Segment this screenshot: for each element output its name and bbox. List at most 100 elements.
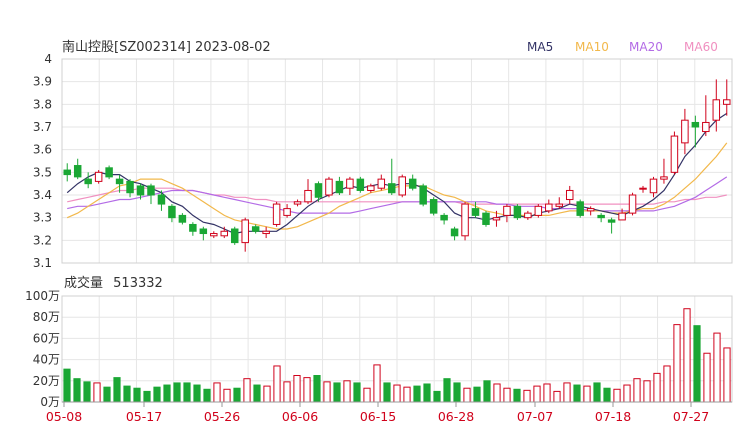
price-gridlines xyxy=(62,58,732,264)
candle-up xyxy=(660,176,668,180)
x-tick-label: 05-17 xyxy=(126,409,162,424)
ma20-line xyxy=(67,176,728,214)
candle-down xyxy=(607,219,616,223)
volume-bar-down xyxy=(153,386,161,403)
volume-bar-down xyxy=(573,384,581,403)
candle-down xyxy=(126,180,134,194)
date-axis-labels: 05-08 05-17 05-26 06-06 06-15 06-28 07-07 07-18… xyxy=(46,402,709,424)
candlesticks xyxy=(63,79,731,252)
candle-down xyxy=(440,214,448,221)
volume-bar-up xyxy=(543,383,551,403)
candle-up xyxy=(586,208,595,212)
candle-down xyxy=(189,223,197,232)
candle-down xyxy=(429,199,438,214)
volume-bar-down xyxy=(413,385,421,403)
candle-up xyxy=(702,121,710,133)
volume-bar-up xyxy=(493,383,501,403)
volume-bar-down xyxy=(473,386,481,403)
volume-bar-down xyxy=(233,387,241,403)
candle-up xyxy=(649,178,658,194)
candle-up xyxy=(565,189,574,201)
candle-up xyxy=(534,205,543,216)
candle-up xyxy=(94,171,103,182)
price-tick-label: 3.8 xyxy=(33,97,52,111)
candle-down xyxy=(251,226,260,232)
volume-tick-label: 40万 xyxy=(33,353,60,367)
candle-up xyxy=(346,178,354,189)
price-tick-label: 3.5 xyxy=(33,165,52,179)
volume-bar-up xyxy=(653,372,661,403)
candle-up xyxy=(628,194,637,214)
x-tick-label: 05-26 xyxy=(204,409,240,424)
volume-bar-down xyxy=(253,384,261,403)
moving-average-lines xyxy=(66,112,728,235)
volume-bar-up xyxy=(703,352,711,403)
candle-down xyxy=(157,194,166,205)
volume-tick-label: 60万 xyxy=(33,331,60,345)
candle-down xyxy=(691,121,700,128)
price-axis-labels: 4 3.9 3.8 3.7 3.6 3.5 3.4 3.3 3.2 3.1 xyxy=(33,52,52,270)
price-tick-label: 3.9 xyxy=(33,75,52,89)
legend-ma5: MA5 xyxy=(527,40,553,54)
volume-bar-down xyxy=(353,382,361,403)
ma10-line xyxy=(66,142,728,230)
volume-bar-up xyxy=(213,382,221,403)
candle-down xyxy=(597,214,605,219)
candle-down xyxy=(178,214,187,223)
volume-bar-up xyxy=(283,381,291,403)
volume-bar-down xyxy=(383,382,391,403)
volume-bar-down xyxy=(433,390,441,403)
ma60-line xyxy=(67,187,727,205)
volume-bar-down xyxy=(603,387,611,403)
volume-bar-down xyxy=(63,368,71,403)
price-tick-label: 3.1 xyxy=(33,256,52,270)
candle-down xyxy=(73,165,82,178)
volume-bar-up xyxy=(563,382,571,403)
volume-tick-label: 20万 xyxy=(33,374,60,388)
volume-bar-down xyxy=(693,325,701,403)
candle-down xyxy=(576,201,584,216)
candle-down xyxy=(84,178,92,185)
candle-up xyxy=(377,178,386,189)
volume-bar-up xyxy=(463,387,471,403)
volume-bar-up xyxy=(673,324,681,403)
price-tick-label: 3.2 xyxy=(33,233,52,247)
candle-up xyxy=(304,189,312,203)
volume-bar-up xyxy=(403,386,411,403)
volume-bars xyxy=(63,308,731,403)
volume-bar-up xyxy=(553,390,561,403)
volume-bar-up xyxy=(343,380,351,403)
volume-bar-down xyxy=(313,375,321,403)
candle-up xyxy=(210,233,218,237)
volume-bar-down xyxy=(513,388,521,403)
candle-up xyxy=(712,99,721,121)
x-tick-label: 07-27 xyxy=(673,409,709,424)
x-tick-label: 06-28 xyxy=(438,409,474,424)
candle-up xyxy=(723,99,731,105)
volume-bar-up xyxy=(663,365,671,403)
volume-bar-down xyxy=(103,386,111,403)
volume-bar-down xyxy=(193,384,201,403)
candle-up xyxy=(524,212,532,219)
x-tick-label: 07-07 xyxy=(517,409,553,424)
price-tick-label: 3.6 xyxy=(33,143,52,157)
candle-down xyxy=(335,180,344,194)
candle-down xyxy=(450,228,459,237)
x-tick-label: 05-08 xyxy=(46,409,82,424)
volume-bar-down xyxy=(113,377,121,403)
candle-down xyxy=(408,178,417,189)
volume-bar-down xyxy=(173,382,181,403)
volume-bar-up xyxy=(323,381,331,403)
volume-bar-down xyxy=(453,382,461,403)
volume-bar-up xyxy=(273,365,281,403)
volume-bar-down xyxy=(203,388,211,403)
volume-axis-labels: 100万 80万 60万 40万 20万 0万 xyxy=(25,289,60,409)
candle-down xyxy=(388,183,396,194)
volume-bar-up xyxy=(683,308,691,403)
candle-down xyxy=(471,208,480,216)
price-tick-label: 4 xyxy=(44,52,52,66)
candle-up xyxy=(555,203,564,207)
volume-bar-down xyxy=(443,378,451,403)
candle-down xyxy=(115,178,124,185)
volume-bar-down xyxy=(143,390,151,403)
